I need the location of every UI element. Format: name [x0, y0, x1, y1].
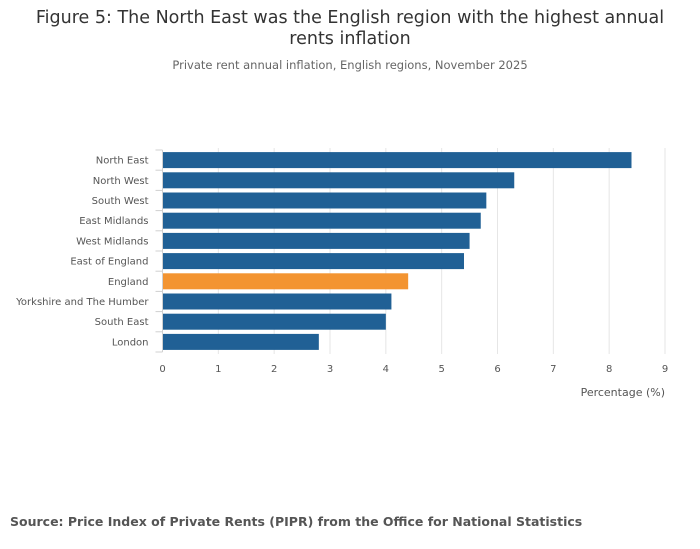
bar	[163, 232, 470, 249]
y-category-label: South East	[95, 317, 149, 328]
y-category-label: East Midlands	[79, 216, 148, 227]
x-tick-label: 6	[494, 364, 500, 375]
chart-title-line-2: rents inflation	[289, 29, 411, 49]
source-note: Source: Price Index of Private Rents (PI…	[10, 514, 583, 529]
y-category-label: North West	[93, 176, 149, 187]
x-tick-label: 3	[327, 364, 333, 375]
y-category-label: London	[112, 337, 149, 348]
bar	[163, 293, 392, 310]
bar	[163, 273, 409, 290]
x-tick-label: 1	[215, 364, 221, 375]
bar	[163, 313, 386, 330]
axes	[155, 149, 163, 353]
bar	[163, 192, 487, 209]
x-tick-label: 0	[159, 364, 165, 375]
bar	[163, 253, 464, 270]
bar	[163, 152, 632, 169]
x-tick-label: 5	[438, 364, 444, 375]
x-tick-label: 8	[606, 364, 612, 375]
bar	[163, 333, 319, 350]
y-category-label: West Midlands	[76, 236, 148, 247]
bars	[163, 152, 632, 350]
y-category-label: North East	[96, 156, 149, 167]
bar	[163, 172, 515, 189]
x-axis-title: Percentage (%)	[581, 386, 665, 399]
x-tick-label: 9	[662, 364, 668, 375]
bar	[163, 212, 481, 229]
x-tick-label: 2	[271, 364, 277, 375]
chart-title-line-1: Figure 5: The North East was the English…	[35, 8, 665, 28]
y-category-label: East of England	[70, 257, 148, 268]
chart-subtitle: Private rent annual inflation, English r…	[172, 58, 528, 72]
y-category-label: Yorkshire and The Humber	[15, 297, 149, 308]
x-tick-label: 7	[550, 364, 556, 375]
x-tick-label: 4	[383, 364, 389, 375]
y-category-label: South West	[92, 196, 149, 207]
y-category-label: England	[108, 277, 149, 288]
labels: 0 1 2 3 4 5 6 7 8 9 North East North West South West…	[15, 156, 668, 399]
chart-title: Figure 5: The North East was the English…	[0, 8, 700, 50]
